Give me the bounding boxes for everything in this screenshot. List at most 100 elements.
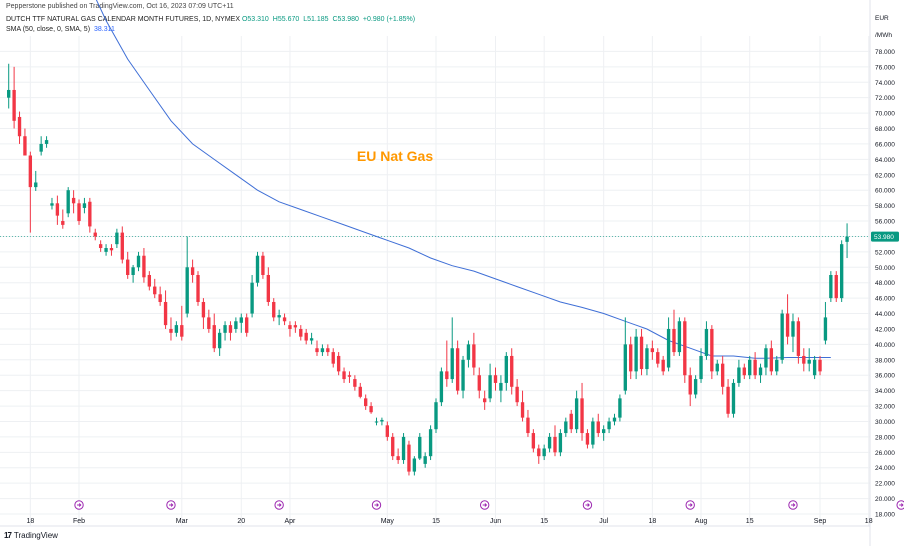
candle-body: [282, 317, 287, 322]
candle: [612, 413, 617, 426]
candle: [261, 251, 265, 279]
candle: [82, 197, 87, 214]
candle-body: [812, 359, 817, 376]
time-tick-label: Jun: [490, 518, 501, 525]
candle-body: [190, 267, 195, 275]
price-tick-label: 32.000: [875, 404, 895, 411]
candle: [520, 390, 525, 422]
marker-arrow: [585, 503, 590, 507]
indicator-label: SMA (50, close, 0, SMA, 5): [6, 26, 91, 33]
candle-body: [818, 359, 822, 372]
candle-body: [591, 421, 595, 445]
candle-body: [569, 413, 573, 430]
candle: [315, 340, 319, 356]
candle: [634, 328, 638, 380]
candle: [28, 151, 33, 233]
candle: [282, 313, 287, 326]
candle: [461, 355, 465, 399]
event-marker-icon: [166, 500, 176, 510]
candle-body: [136, 255, 141, 268]
tradingview-logo[interactable]: 17 TradingView: [4, 531, 58, 540]
candle: [412, 456, 417, 476]
candle: [109, 244, 114, 256]
candle: [585, 429, 590, 449]
candle-body: [147, 275, 152, 287]
candle: [190, 259, 195, 283]
price-tick-label: 72.000: [875, 95, 895, 102]
marker-arrow: [482, 503, 488, 507]
candle: [39, 136, 43, 156]
candle: [720, 355, 725, 395]
time-axis[interactable]: 18FebMar20AprMay15Jun15Jul18Aug15Sep18Oc…: [0, 518, 904, 527]
price-tick-label: 78.000: [875, 49, 895, 56]
candle-body: [553, 436, 557, 453]
candle: [466, 340, 471, 368]
candle-body: [601, 429, 606, 434]
price-tick-label: 68.000: [875, 126, 895, 133]
candle-body: [829, 275, 833, 299]
candle-body: [309, 338, 314, 341]
event-marker-icon: [685, 500, 695, 510]
candle: [839, 240, 844, 302]
candle: [829, 271, 833, 302]
candle: [93, 228, 97, 241]
candle-body: [418, 436, 422, 459]
candle: [574, 390, 579, 434]
candle: [342, 367, 346, 383]
price-tick-label: 42.000: [875, 326, 895, 333]
candle: [650, 340, 655, 360]
candle: [526, 409, 530, 437]
candle-body: [66, 190, 70, 214]
candle: [591, 417, 595, 449]
candle-body: [234, 321, 238, 329]
event-marker-icon: [274, 500, 284, 510]
candle: [44, 136, 49, 148]
candle: [331, 348, 335, 368]
candle-body: [126, 259, 130, 275]
time-tick-label: Mar: [176, 518, 189, 525]
grid: [0, 36, 870, 526]
candle: [710, 325, 714, 380]
event-marker-icon: [582, 500, 593, 510]
candle-body: [39, 143, 43, 152]
high-value: H55.670: [272, 16, 300, 23]
candle-body: [634, 336, 638, 372]
candle: [358, 382, 362, 399]
last-price-tag: [871, 231, 899, 242]
candle-body: [488, 375, 492, 399]
candle-body: [785, 313, 790, 337]
time-tick-label: Sep: [814, 518, 827, 525]
candle: [537, 444, 541, 464]
price-axis[interactable]: 18.000 20.000 22.000 24.000 26.000 28.000 30.0…: [869, 0, 899, 546]
candle: [299, 325, 303, 341]
candle: [504, 352, 508, 391]
candle: [704, 321, 709, 360]
candle: [309, 332, 314, 345]
price-tick-label: 52.000: [875, 249, 895, 256]
currency-label: EUR: [875, 15, 889, 22]
candle-body: [688, 375, 692, 395]
candle: [639, 328, 644, 376]
candle-body: [839, 244, 844, 299]
candle-body: [515, 386, 519, 403]
candle-body: [439, 371, 444, 403]
candle-body: [753, 359, 757, 376]
candle-body: [748, 359, 752, 376]
candle: [326, 344, 330, 356]
candle-body: [661, 359, 665, 372]
candle: [726, 379, 730, 418]
candle-body: [23, 136, 27, 156]
candle-body: [88, 201, 92, 227]
candle: [223, 321, 227, 341]
time-tick-label: 18: [648, 518, 656, 525]
candle: [683, 317, 687, 383]
candle-body: [699, 355, 703, 380]
price-tick-label: 46.000: [875, 296, 895, 303]
candle-body: [612, 417, 617, 422]
price-tick-label: 34.000: [875, 388, 895, 395]
candle: [401, 433, 406, 464]
candle: [17, 111, 22, 144]
candle: [71, 190, 76, 214]
candle: [769, 340, 774, 376]
